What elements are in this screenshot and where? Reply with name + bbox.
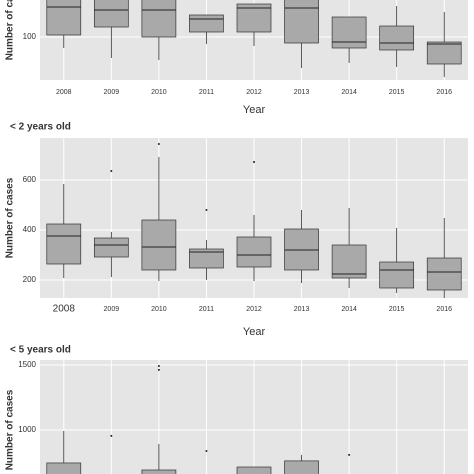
box: [46, 0, 82, 36]
y-tick-label: 1500: [18, 360, 36, 369]
box: [93, 0, 129, 28]
x-tick-label: 2011: [199, 89, 214, 96]
box: [189, 248, 224, 269]
box: [284, 460, 319, 474]
box: [426, 41, 462, 65]
x-axis-label: Year: [243, 104, 266, 116]
plot: [40, 360, 468, 474]
box: [93, 237, 129, 258]
box: [426, 257, 462, 291]
y-axis-label: Number of cases: [5, 177, 16, 258]
plot: [40, 0, 468, 80]
box: [236, 236, 272, 268]
x-tick-label: 2009: [104, 306, 120, 313]
x-tick-label: 2014: [341, 306, 357, 313]
outlier: [157, 368, 160, 371]
outlier: [348, 453, 351, 456]
box: [46, 223, 82, 265]
x-tick-label: 2008: [53, 304, 76, 315]
y-axis-label: Number of cases: [5, 0, 16, 60]
x-tick-label: 2014: [341, 89, 357, 96]
box: [141, 219, 177, 271]
x-tick-label: 2011: [199, 306, 214, 313]
box: [379, 25, 415, 51]
x-tick-label: 2015: [389, 306, 405, 313]
y-tick-label: 200: [23, 275, 37, 284]
x-tick-label: 2012: [246, 89, 262, 96]
box: [236, 3, 272, 33]
outlier: [157, 143, 160, 145]
y-tick-label: 400: [23, 225, 37, 234]
x-tick-label: 2016: [436, 306, 452, 313]
x-tick-label: 2013: [294, 306, 310, 313]
box: [46, 462, 82, 474]
outlier: [110, 170, 113, 172]
box: [284, 0, 319, 44]
box: [189, 14, 224, 33]
outlier: [157, 364, 160, 367]
box: [331, 16, 367, 49]
x-tick-label: 2008: [56, 89, 72, 96]
x-tick-label: 2016: [436, 89, 452, 96]
y-tick-label: 600: [23, 175, 37, 184]
y-axis-label: Number of cases: [5, 389, 16, 470]
plot: [40, 138, 468, 298]
box: [379, 261, 415, 289]
box: [141, 0, 177, 38]
x-tick-label: 2010: [151, 306, 167, 313]
x-axis-label: Year: [243, 326, 266, 338]
x-tick-label: 2013: [294, 89, 310, 96]
x-tick-label: 2009: [104, 89, 120, 96]
box: [331, 244, 367, 279]
x-tick-label: 2010: [151, 89, 167, 96]
outlier: [110, 434, 113, 437]
box: [236, 466, 272, 474]
outlier: [205, 209, 208, 211]
outlier: [253, 161, 255, 163]
y-tick-label: 1000: [18, 425, 36, 434]
x-tick-label: 2012: [246, 306, 262, 313]
outlier: [205, 450, 208, 453]
box: [141, 469, 177, 474]
x-tick-label: 2015: [389, 89, 405, 96]
panel-title: < 2 years old: [10, 122, 71, 133]
y-tick-label: 100: [23, 32, 37, 41]
panel-title: < 5 years old: [10, 345, 71, 356]
